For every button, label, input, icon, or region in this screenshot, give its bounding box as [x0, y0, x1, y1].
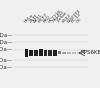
Bar [48, 50, 52, 56]
Text: 293T: 293T [28, 13, 39, 23]
Bar [53, 50, 57, 56]
Bar [58, 51, 61, 54]
Text: A431: A431 [33, 13, 44, 23]
Bar [25, 49, 28, 57]
Text: 40Da—: 40Da— [0, 65, 13, 70]
Text: RKO: RKO [43, 14, 52, 23]
Bar [34, 50, 38, 56]
Bar [72, 52, 76, 54]
Bar [39, 49, 43, 56]
Text: HepG2: HepG2 [52, 10, 65, 23]
Text: 50Da—: 50Da— [0, 58, 13, 62]
Text: 75Da—: 75Da— [0, 48, 13, 53]
Bar [29, 50, 33, 56]
Bar [62, 52, 66, 54]
Text: PC-12: PC-12 [71, 12, 83, 23]
Bar [44, 50, 47, 56]
Bar [76, 52, 80, 54]
Text: Jurkat: Jurkat [57, 12, 68, 23]
Text: RPS6KB2: RPS6KB2 [81, 50, 100, 55]
Text: 100Da—: 100Da— [0, 40, 13, 45]
Text: NIH/3T3: NIH/3T3 [66, 8, 81, 23]
Bar [67, 52, 71, 54]
Text: HCT116: HCT116 [47, 9, 62, 23]
Text: 150Da—: 150Da— [0, 33, 13, 38]
Text: C6: C6 [76, 17, 82, 23]
Text: MCF7: MCF7 [38, 12, 49, 23]
Text: HeLa: HeLa [24, 13, 34, 23]
Text: K562: K562 [61, 13, 72, 23]
